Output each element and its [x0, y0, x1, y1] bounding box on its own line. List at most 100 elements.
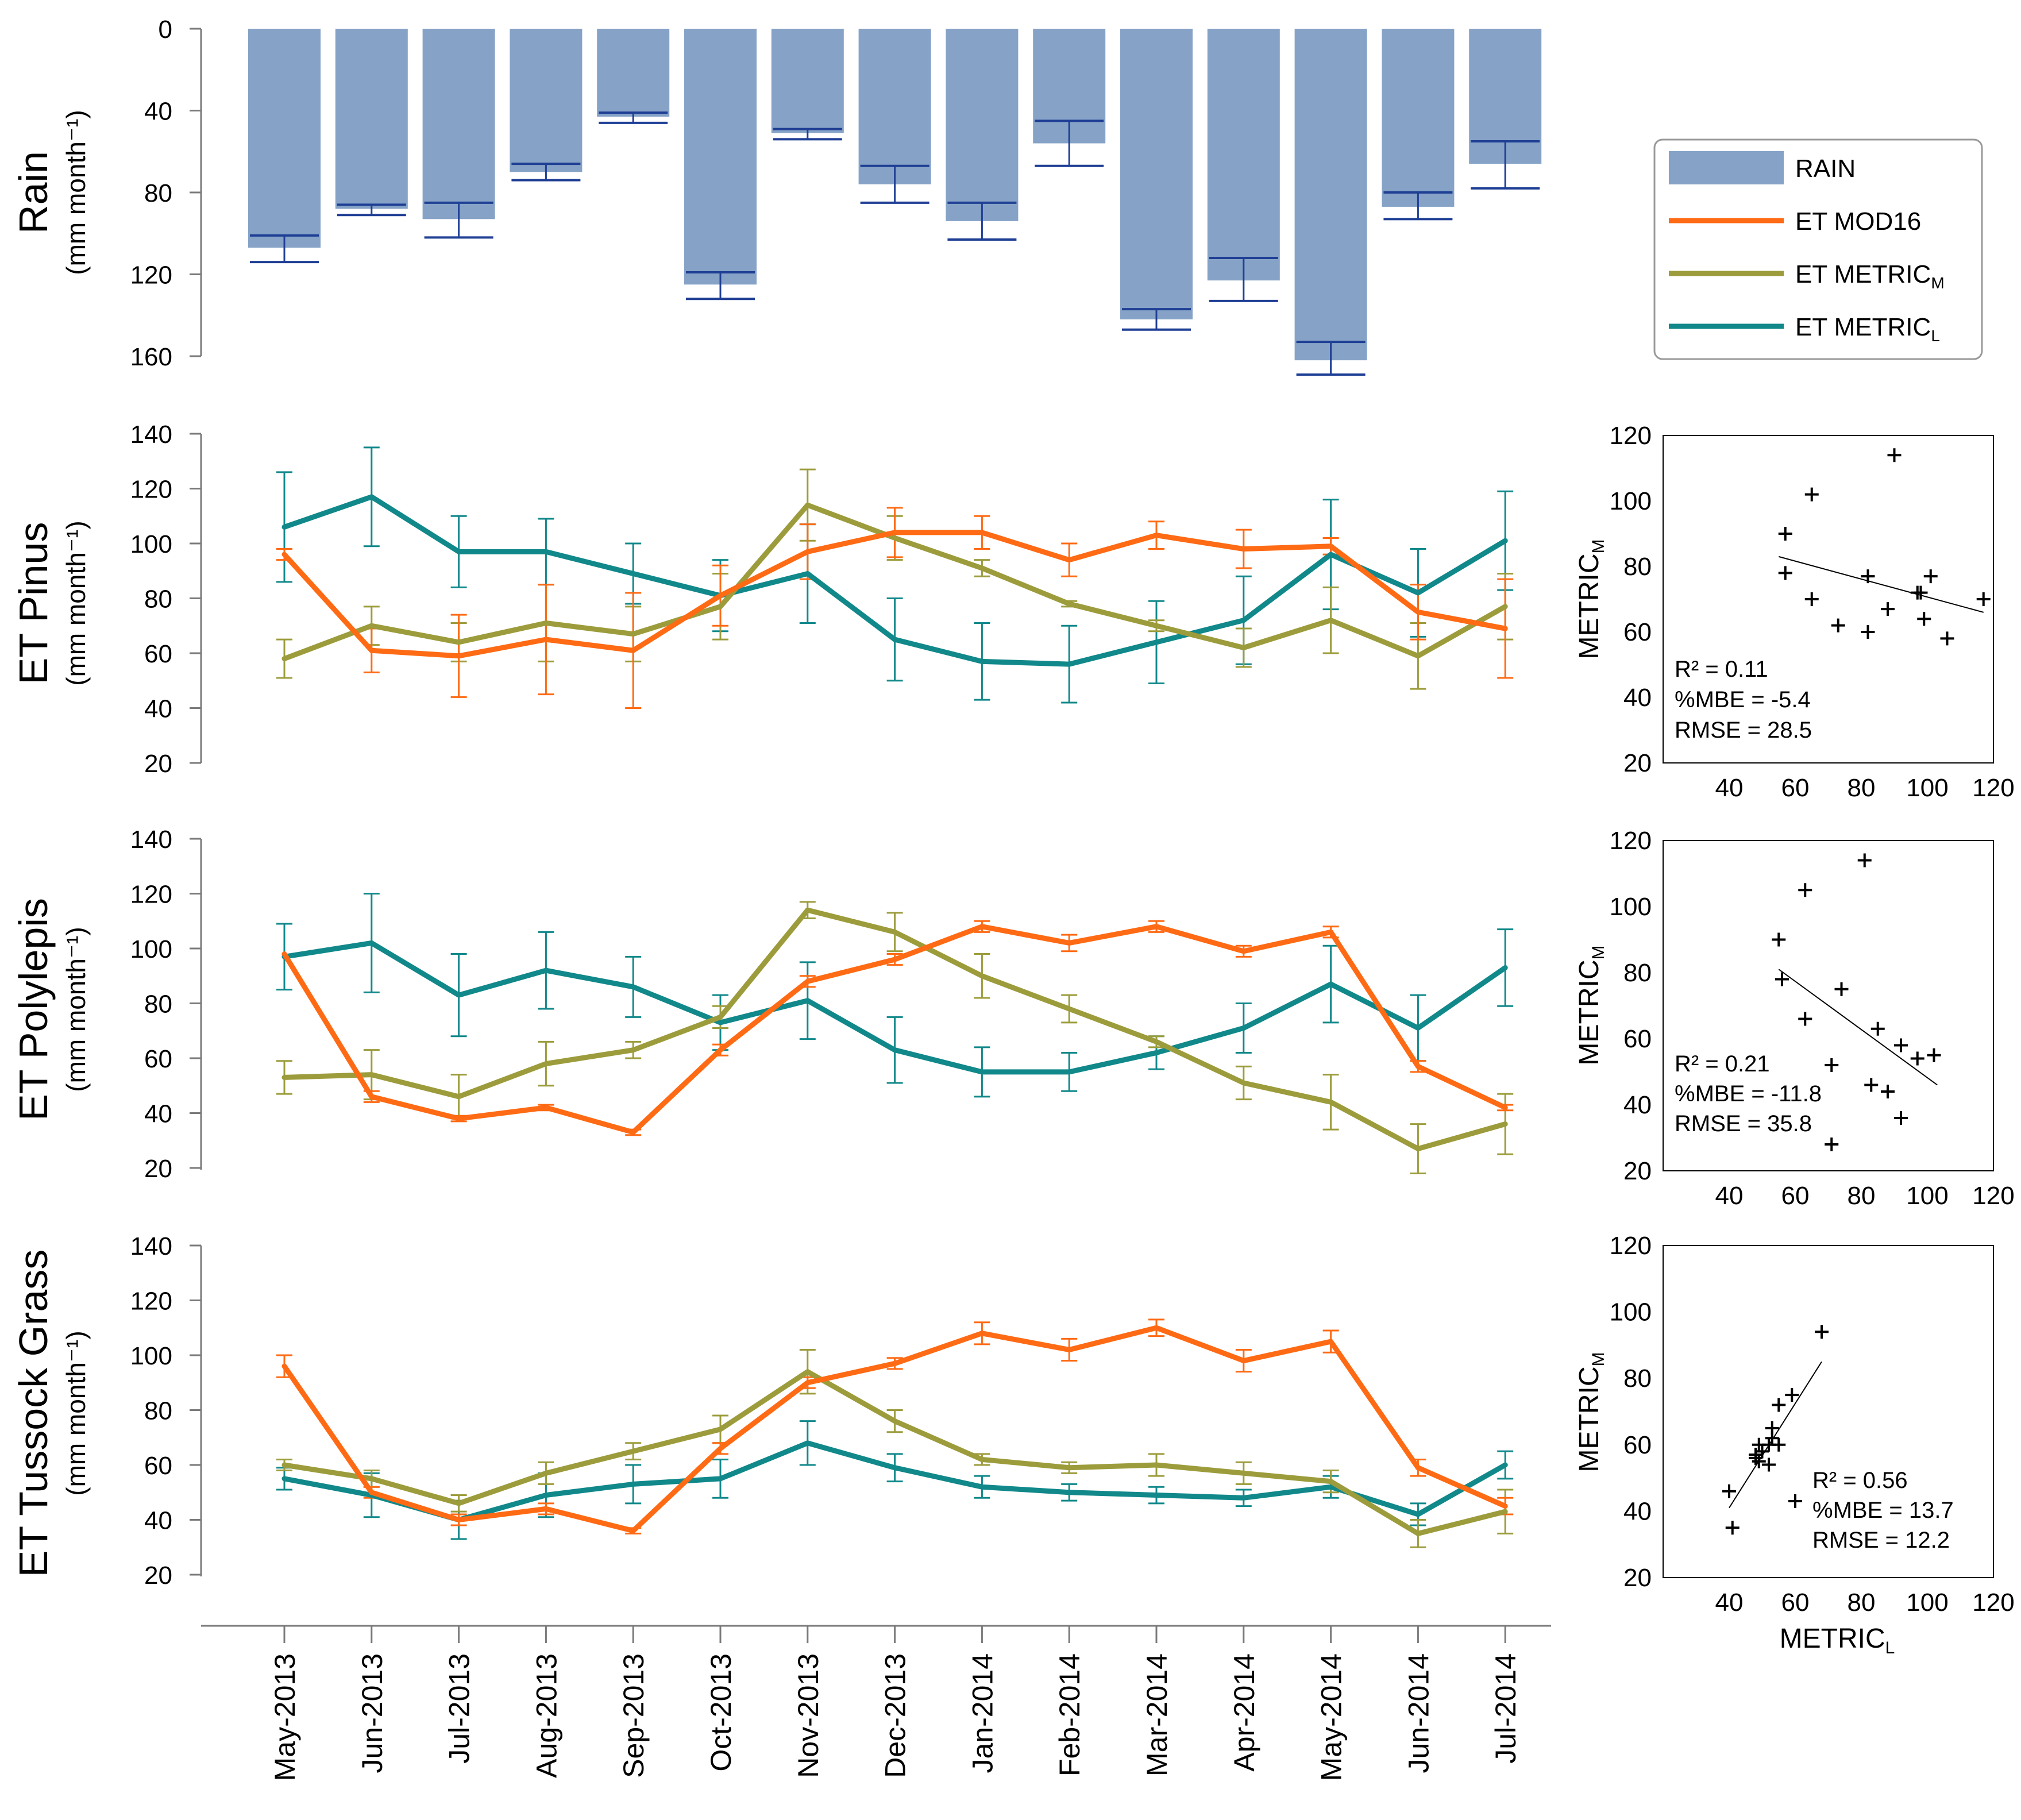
scatter-tussock: METRICM 20 40 60 80 100 120 40 60 80 100 120 R² = … — [1574, 1232, 2015, 1657]
et-tick-label: 120 — [130, 1287, 172, 1316]
scatter-ytick-label: 100 — [1610, 487, 1652, 515]
scatter-ytick-label: 80 — [1623, 553, 1652, 581]
scatter-point — [1804, 592, 1819, 606]
scatter-point — [1887, 448, 1902, 462]
scatter-point — [1765, 1421, 1779, 1435]
et-tick-label: 140 — [130, 826, 172, 854]
et-tick-label: 120 — [130, 881, 172, 909]
scatter-xtick-label: 80 — [1848, 1182, 1876, 1210]
scatter-point — [1785, 1388, 1799, 1402]
month-tick-label: May-2013 — [269, 1653, 301, 1781]
scatter-point — [1940, 631, 1954, 646]
et-tick-label: 80 — [144, 585, 172, 614]
et-tick-label: 100 — [130, 530, 172, 558]
et-line-metric-m — [281, 502, 1508, 662]
scatter-ytick-label: 20 — [1623, 1157, 1652, 1185]
et-line-mod16 — [281, 1325, 1508, 1534]
month-tick-label: Jun-2013 — [356, 1653, 388, 1773]
scatter-ylabel: METRICM — [1574, 539, 1608, 660]
legend-box — [1653, 138, 1983, 360]
scatter-ytick-label: 100 — [1610, 1298, 1652, 1327]
scatter-point — [1815, 1325, 1829, 1339]
scatter-xtick-label: 40 — [1715, 1588, 1744, 1617]
legend-swatch-rain — [1669, 151, 1784, 184]
scatter-fit-line — [1778, 556, 1984, 613]
et-line-mod16 — [281, 924, 1508, 1135]
scatter-rmse: RMSE = 35.8 — [1675, 1111, 1812, 1136]
scatter-xtick-label: 80 — [1848, 1588, 1876, 1617]
rain-panel: Rain (mm month⁻¹) 0 40 80 120 160 — [11, 16, 1542, 376]
et-tick-label: 40 — [144, 1507, 172, 1535]
scatter-mbe: %MBE = -5.4 — [1675, 687, 1811, 712]
et-tick-label: 80 — [144, 1397, 172, 1425]
scatter-ytick-label: 120 — [1610, 827, 1652, 855]
et-line-mod16 — [281, 530, 1508, 659]
scatter-point — [1923, 569, 1938, 584]
scatter-mbe: %MBE = -11.8 — [1675, 1081, 1822, 1106]
scatter-point — [1976, 592, 1991, 606]
month-tick-label: Jul-2013 — [443, 1653, 476, 1764]
rain-tick-label: 0 — [159, 16, 172, 44]
scatter-xtick-label: 120 — [1972, 774, 2014, 802]
month-tick-label: Jul-2014 — [1490, 1653, 1522, 1764]
legend-label-mod16: ET MOD16 — [1795, 207, 1921, 236]
scatter-point — [1749, 1448, 1762, 1462]
et-panel-unit: (mm month⁻¹) — [61, 927, 91, 1092]
scatter-ytick-label: 20 — [1623, 749, 1652, 777]
rain-tick-label: 40 — [144, 98, 172, 126]
scatter-ylabel: METRICM — [1574, 1352, 1608, 1472]
scatter-pinus: METRICM 20 40 60 80 100 120 40 60 80 100 120 R² = … — [1574, 422, 2015, 802]
rain-bar — [946, 29, 1019, 221]
scatter-xtick-label: 40 — [1715, 774, 1744, 802]
scatter-frame — [1663, 1245, 1994, 1578]
et-tick-label: 40 — [144, 695, 172, 723]
scatter-xtick-label: 100 — [1906, 774, 1948, 802]
scatter-frame — [1663, 435, 1994, 764]
scatter-xtick-label: 120 — [1972, 1182, 2014, 1210]
scatter-point — [1857, 853, 1872, 867]
scatter-ytick-label: 120 — [1610, 1232, 1652, 1260]
legend-label-rain: RAIN — [1795, 155, 1856, 183]
month-tick-label: May-2014 — [1316, 1653, 1348, 1781]
scatter-point — [1762, 1457, 1776, 1472]
scatter-ytick-label: 60 — [1623, 618, 1652, 646]
month-tick-label: Jun-2014 — [1402, 1653, 1434, 1773]
scatter-ytick-label: 80 — [1623, 1364, 1652, 1393]
scatter-point — [1834, 982, 1849, 996]
rain-bar — [1382, 29, 1455, 207]
et-tick-label: 40 — [144, 1100, 172, 1128]
et-tick-label: 80 — [144, 990, 172, 1019]
et-panel-unit: (mm month⁻¹) — [61, 520, 91, 686]
scatter-point — [1917, 612, 1931, 626]
scatter-point — [1825, 1058, 1839, 1072]
et-line-metric-l — [281, 1440, 1508, 1522]
scatter-xtick-label: 120 — [1972, 1588, 2014, 1617]
scatter-r2: R² = 0.56 — [1812, 1468, 1908, 1493]
et-tick-label: 120 — [130, 476, 172, 504]
scatter-xtick-label: 80 — [1848, 774, 1876, 802]
et-tick-label: 20 — [144, 1155, 172, 1183]
et-line-metric-m — [281, 907, 1508, 1152]
scatter-fit-line — [1729, 1361, 1822, 1509]
scatter-point — [1772, 1398, 1786, 1412]
scatter-ytick-label: 20 — [1623, 1564, 1652, 1592]
scatter-ytick-label: 40 — [1623, 684, 1652, 712]
scatter-point — [1861, 625, 1875, 639]
scatter-point — [1804, 487, 1819, 502]
et-line-metric-m — [281, 1369, 1508, 1536]
et-line-metric-l — [281, 494, 1508, 667]
scatter-fit-line — [1778, 969, 1938, 1086]
legend-label-metric-m: ET METRICM — [1795, 260, 1945, 292]
rain-bar — [1120, 29, 1193, 319]
scatter-polylepis: METRICM 20 40 60 80 100 120 40 60 80 100 120 R² = … — [1574, 827, 2015, 1210]
et-tick-label: 60 — [144, 1045, 172, 1073]
scatter-xtick-label: 40 — [1715, 1182, 1744, 1210]
scatter-ytick-label: 100 — [1610, 893, 1652, 921]
scatter-point — [1752, 1454, 1766, 1468]
scatter-point — [1722, 1484, 1736, 1498]
et-panel-title: ET Tussock Grass — [11, 1250, 56, 1578]
scatter-frame — [1663, 840, 1994, 1171]
month-tick-label: Feb-2014 — [1054, 1653, 1086, 1776]
scatter-point — [1910, 1051, 1924, 1066]
rain-tick-label: 120 — [130, 261, 172, 290]
